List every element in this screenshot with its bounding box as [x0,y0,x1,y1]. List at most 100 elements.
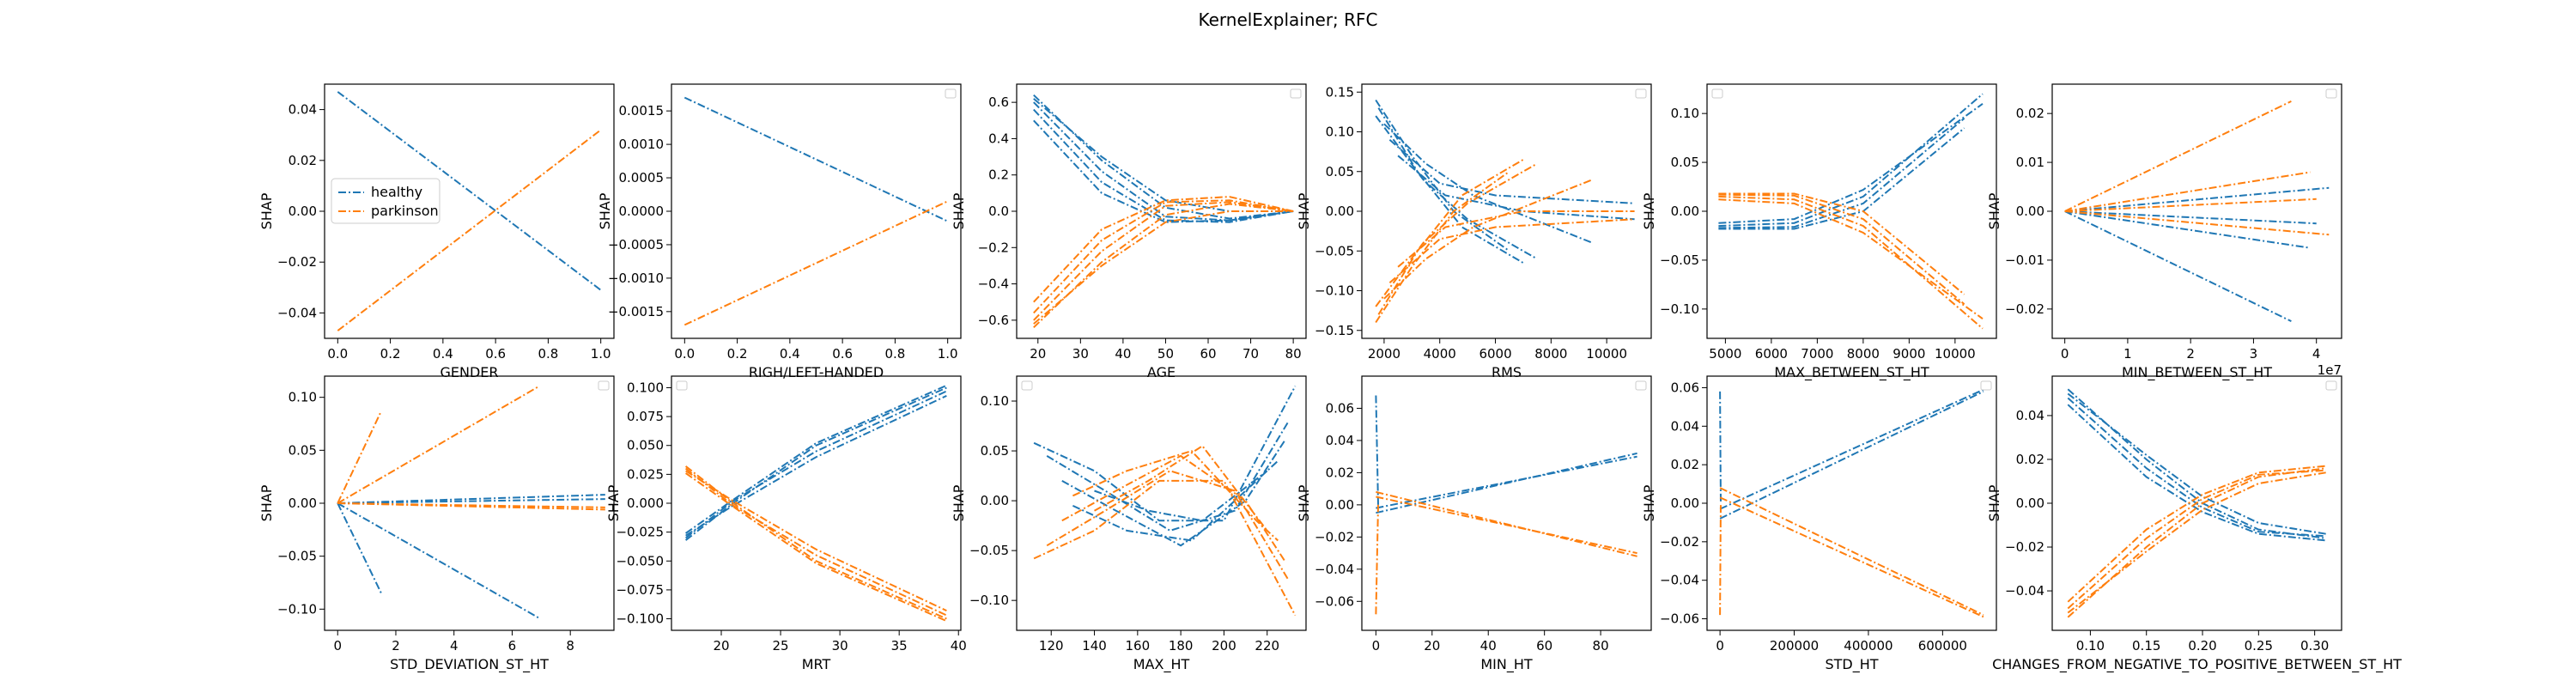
x-tick-label: 5000 [1709,346,1741,362]
x-tick-label: 30 [1072,346,1089,362]
x-offset-label: 1e7 [2318,362,2342,378]
plot-area [1033,94,1294,329]
series-line-parkinson [1072,449,1279,542]
series-line-parkinson [1094,444,1268,532]
y-tick-label: −0.05 [1315,243,1354,258]
y-tick-label: −0.2 [978,240,1009,255]
series-line-healthy [1072,459,1279,542]
y-tick-label: −0.02 [1315,529,1354,544]
series-line-parkinson [1375,170,1510,324]
series-line-healthy [1033,119,1294,223]
y-axis-label: SHAP [1986,484,2002,521]
series-line-parkinson [684,465,947,620]
series-line-parkinson [1033,201,1294,321]
series-line-parkinson [2067,467,2326,618]
series-line-healthy [337,498,605,504]
y-tick-label: 0.10 [1326,125,1354,140]
y-tick-label: 0.06 [1326,400,1354,416]
series-line-parkinson [1033,479,1297,617]
y-tick-label: −0.0010 [608,271,664,286]
series-line-parkinson [1375,162,1538,307]
y-tick-label: −0.100 [616,611,664,627]
x-tick-label: 0.2 [727,346,748,362]
series-line-parkinson [1375,504,1379,615]
series-line-parkinson [1719,487,1984,617]
y-tick-label: 0.05 [981,443,1009,459]
series-line-parkinson [1033,199,1294,314]
y-tick-label: 0.00 [2016,495,2044,511]
series-line-parkinson [2064,198,2317,212]
x-tick-label: 50 [1157,346,1174,362]
x-axis-label: RMS [1492,364,1522,380]
x-tick-label: 10000 [1586,346,1627,362]
y-axis-label: SHAP [258,484,275,521]
series-line-parkinson [337,410,382,504]
series-line-healthy [1397,155,1635,221]
y-axis-label: SHAP [951,192,967,229]
y-tick-label: 0.00 [289,495,317,511]
y-tick-label: 0.02 [1326,465,1354,480]
series-line-parkinson [1388,218,1635,284]
subplot-8: 20 25 30 35 40 −0.100 −0.075 −0.050 −0.025 0.000 0… [605,375,967,672]
x-tick-label: 1.0 [591,346,611,362]
x-tick-label: 0.0 [674,346,695,362]
y-tick-label: 0.00 [1671,204,1699,219]
axes-frame [1361,375,1652,631]
series-line-parkinson [685,470,947,612]
x-tick-label: 6 [508,638,517,654]
y-tick-label: 0.00 [981,493,1009,508]
x-tick-label: 4 [2312,346,2321,362]
y-tick-label: 0.00 [2016,204,2044,219]
series-line-healthy [684,386,947,541]
x-tick-label: 0.2 [380,346,401,362]
y-tick-label: −0.15 [1315,323,1354,338]
series-line-parkinson [683,200,949,326]
y-tick-label: 0.05 [289,442,317,458]
x-tick-label: 60 [1536,638,1552,654]
y-tick-label: 0.02 [2016,452,2044,467]
y-tick-label: −0.05 [1660,252,1699,268]
x-axis-label: CHANGES_FROM_NEGATIVE_TO_POSITIVE_BETWEE… [1992,656,2402,673]
x-axis-label: STD_HT [1825,656,1878,673]
legend-box-empty [2325,380,2337,391]
x-tick-label: 6000 [1479,346,1511,362]
series-line-healthy [1376,455,1637,509]
legend-box-empty [598,380,610,391]
series-line-healthy [1033,386,1297,522]
series-line-healthy [2067,392,2326,535]
y-tick-label: 0.0 [988,204,1009,219]
x-tick-label: 0.6 [485,346,506,362]
x-tick-label: 0 [2061,346,2069,362]
series-line-healthy [1375,115,1538,260]
y-tick-label: 0.02 [1671,457,1699,472]
plot-area [684,384,947,623]
x-tick-label: 0.8 [538,346,558,362]
x-tick-label: 25 [773,638,789,654]
series-line-parkinson [1719,496,1984,618]
series-line-healthy [684,390,947,539]
y-tick-label: 0.02 [2016,106,2044,121]
axes-frame [1016,375,1307,631]
x-tick-label: 9000 [1893,346,1925,362]
legend-box-empty [945,88,957,99]
series-line-healthy [1033,94,1294,220]
x-tick-label: 0.4 [780,346,800,362]
plot-area [683,96,949,326]
x-tick-label: 2000 [1368,346,1400,362]
x-tick-label: 60 [1200,346,1216,362]
x-tick-label: 6000 [1755,346,1788,362]
series-line-parkinson [2067,465,2326,603]
y-tick-label: −0.02 [2005,301,2044,317]
y-tick-label: 0.025 [627,466,664,482]
series-line-healthy [1094,470,1268,522]
x-tick-label: 8 [566,638,574,654]
y-tick-label: 0.075 [627,409,664,424]
y-tick-label: 0.100 [627,380,664,395]
y-axis-label: SHAP [1641,192,1657,229]
x-tick-label: 20 [1424,638,1440,654]
y-tick-label: 0.0000 [619,204,665,219]
x-tick-label: 220 [1255,638,1279,654]
legend-box-empty [1635,380,1647,391]
y-tick-label: −0.10 [969,593,1009,608]
series-line-healthy [1719,391,1722,504]
